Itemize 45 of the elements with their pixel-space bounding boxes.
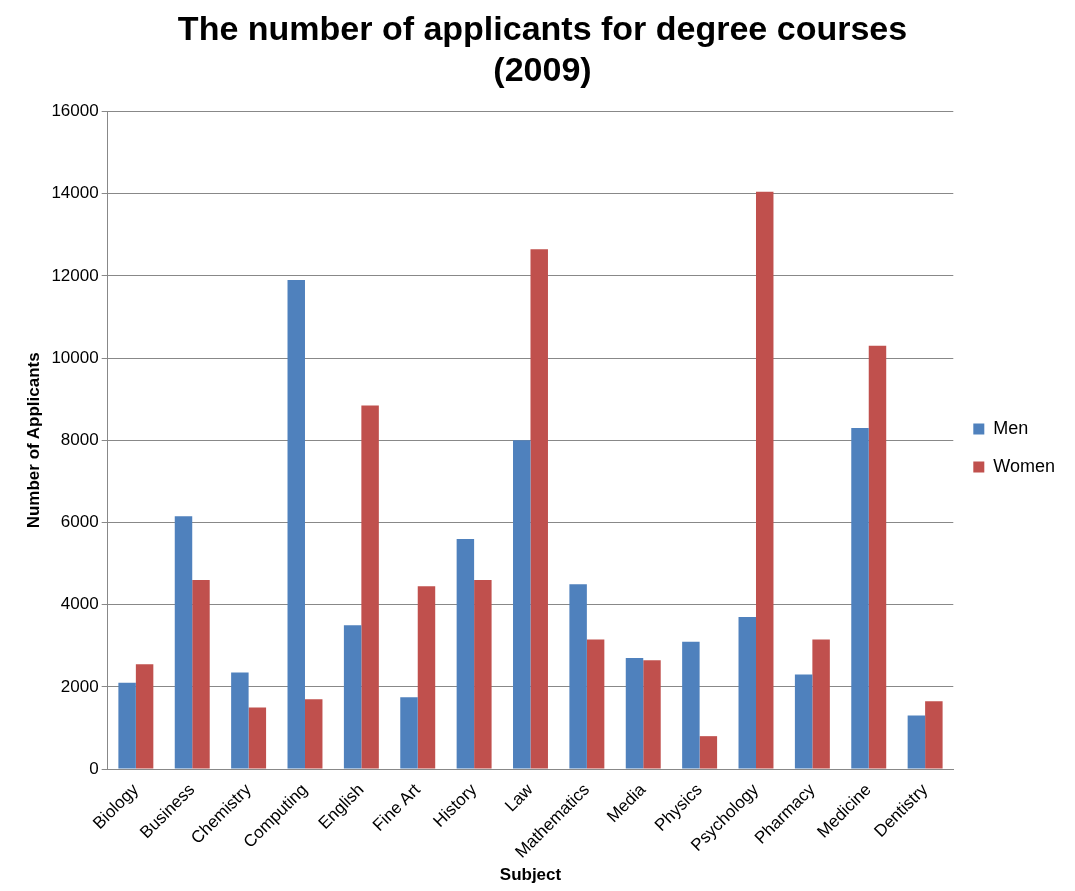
- bar: [738, 617, 756, 769]
- chart-title: The number of applicants for degree courses (2009): [177, 8, 908, 88]
- bar: [907, 715, 926, 769]
- bar: [287, 280, 305, 769]
- legend-label: Men: [993, 417, 1029, 438]
- bar: [755, 191, 774, 769]
- y-tick-label: 6000: [60, 512, 99, 532]
- bar: [851, 427, 869, 769]
- bar: [417, 586, 436, 769]
- legend-label: Women: [993, 455, 1056, 476]
- bar: [304, 699, 323, 769]
- bar: [586, 639, 605, 769]
- bar: [812, 639, 830, 769]
- bar: [794, 674, 813, 769]
- bar: [192, 580, 210, 769]
- bar: [231, 672, 249, 769]
- y-tick-label: 12000: [51, 265, 99, 285]
- y-tick-label: 0: [89, 758, 99, 778]
- bar: [174, 516, 193, 769]
- y-tick-label: 10000: [51, 347, 99, 367]
- x-tick-label: Fine Art: [369, 779, 425, 835]
- bar: [135, 664, 154, 769]
- bar: [343, 625, 362, 769]
- bar: [682, 641, 700, 769]
- y-axis-title: Number of Applicants: [23, 352, 43, 529]
- y-tick-label: 4000: [60, 594, 99, 614]
- bar: [118, 682, 136, 769]
- bar: [513, 440, 531, 769]
- y-tick-label: 14000: [51, 183, 99, 203]
- bar: [643, 660, 661, 769]
- bar: [248, 707, 267, 769]
- x-axis-title: Subject: [499, 865, 562, 885]
- bar: [400, 697, 418, 769]
- y-tick-label: 8000: [60, 430, 99, 450]
- bar: [699, 736, 718, 769]
- bar: [868, 345, 887, 769]
- bar: [456, 538, 475, 769]
- bar: [474, 580, 492, 769]
- bar: [530, 249, 548, 769]
- y-tick-label: 2000: [60, 676, 99, 696]
- bar: [625, 658, 644, 769]
- bar: [569, 584, 587, 769]
- bar: [361, 405, 379, 769]
- bar: [925, 701, 943, 769]
- y-tick-label: 16000: [51, 101, 99, 121]
